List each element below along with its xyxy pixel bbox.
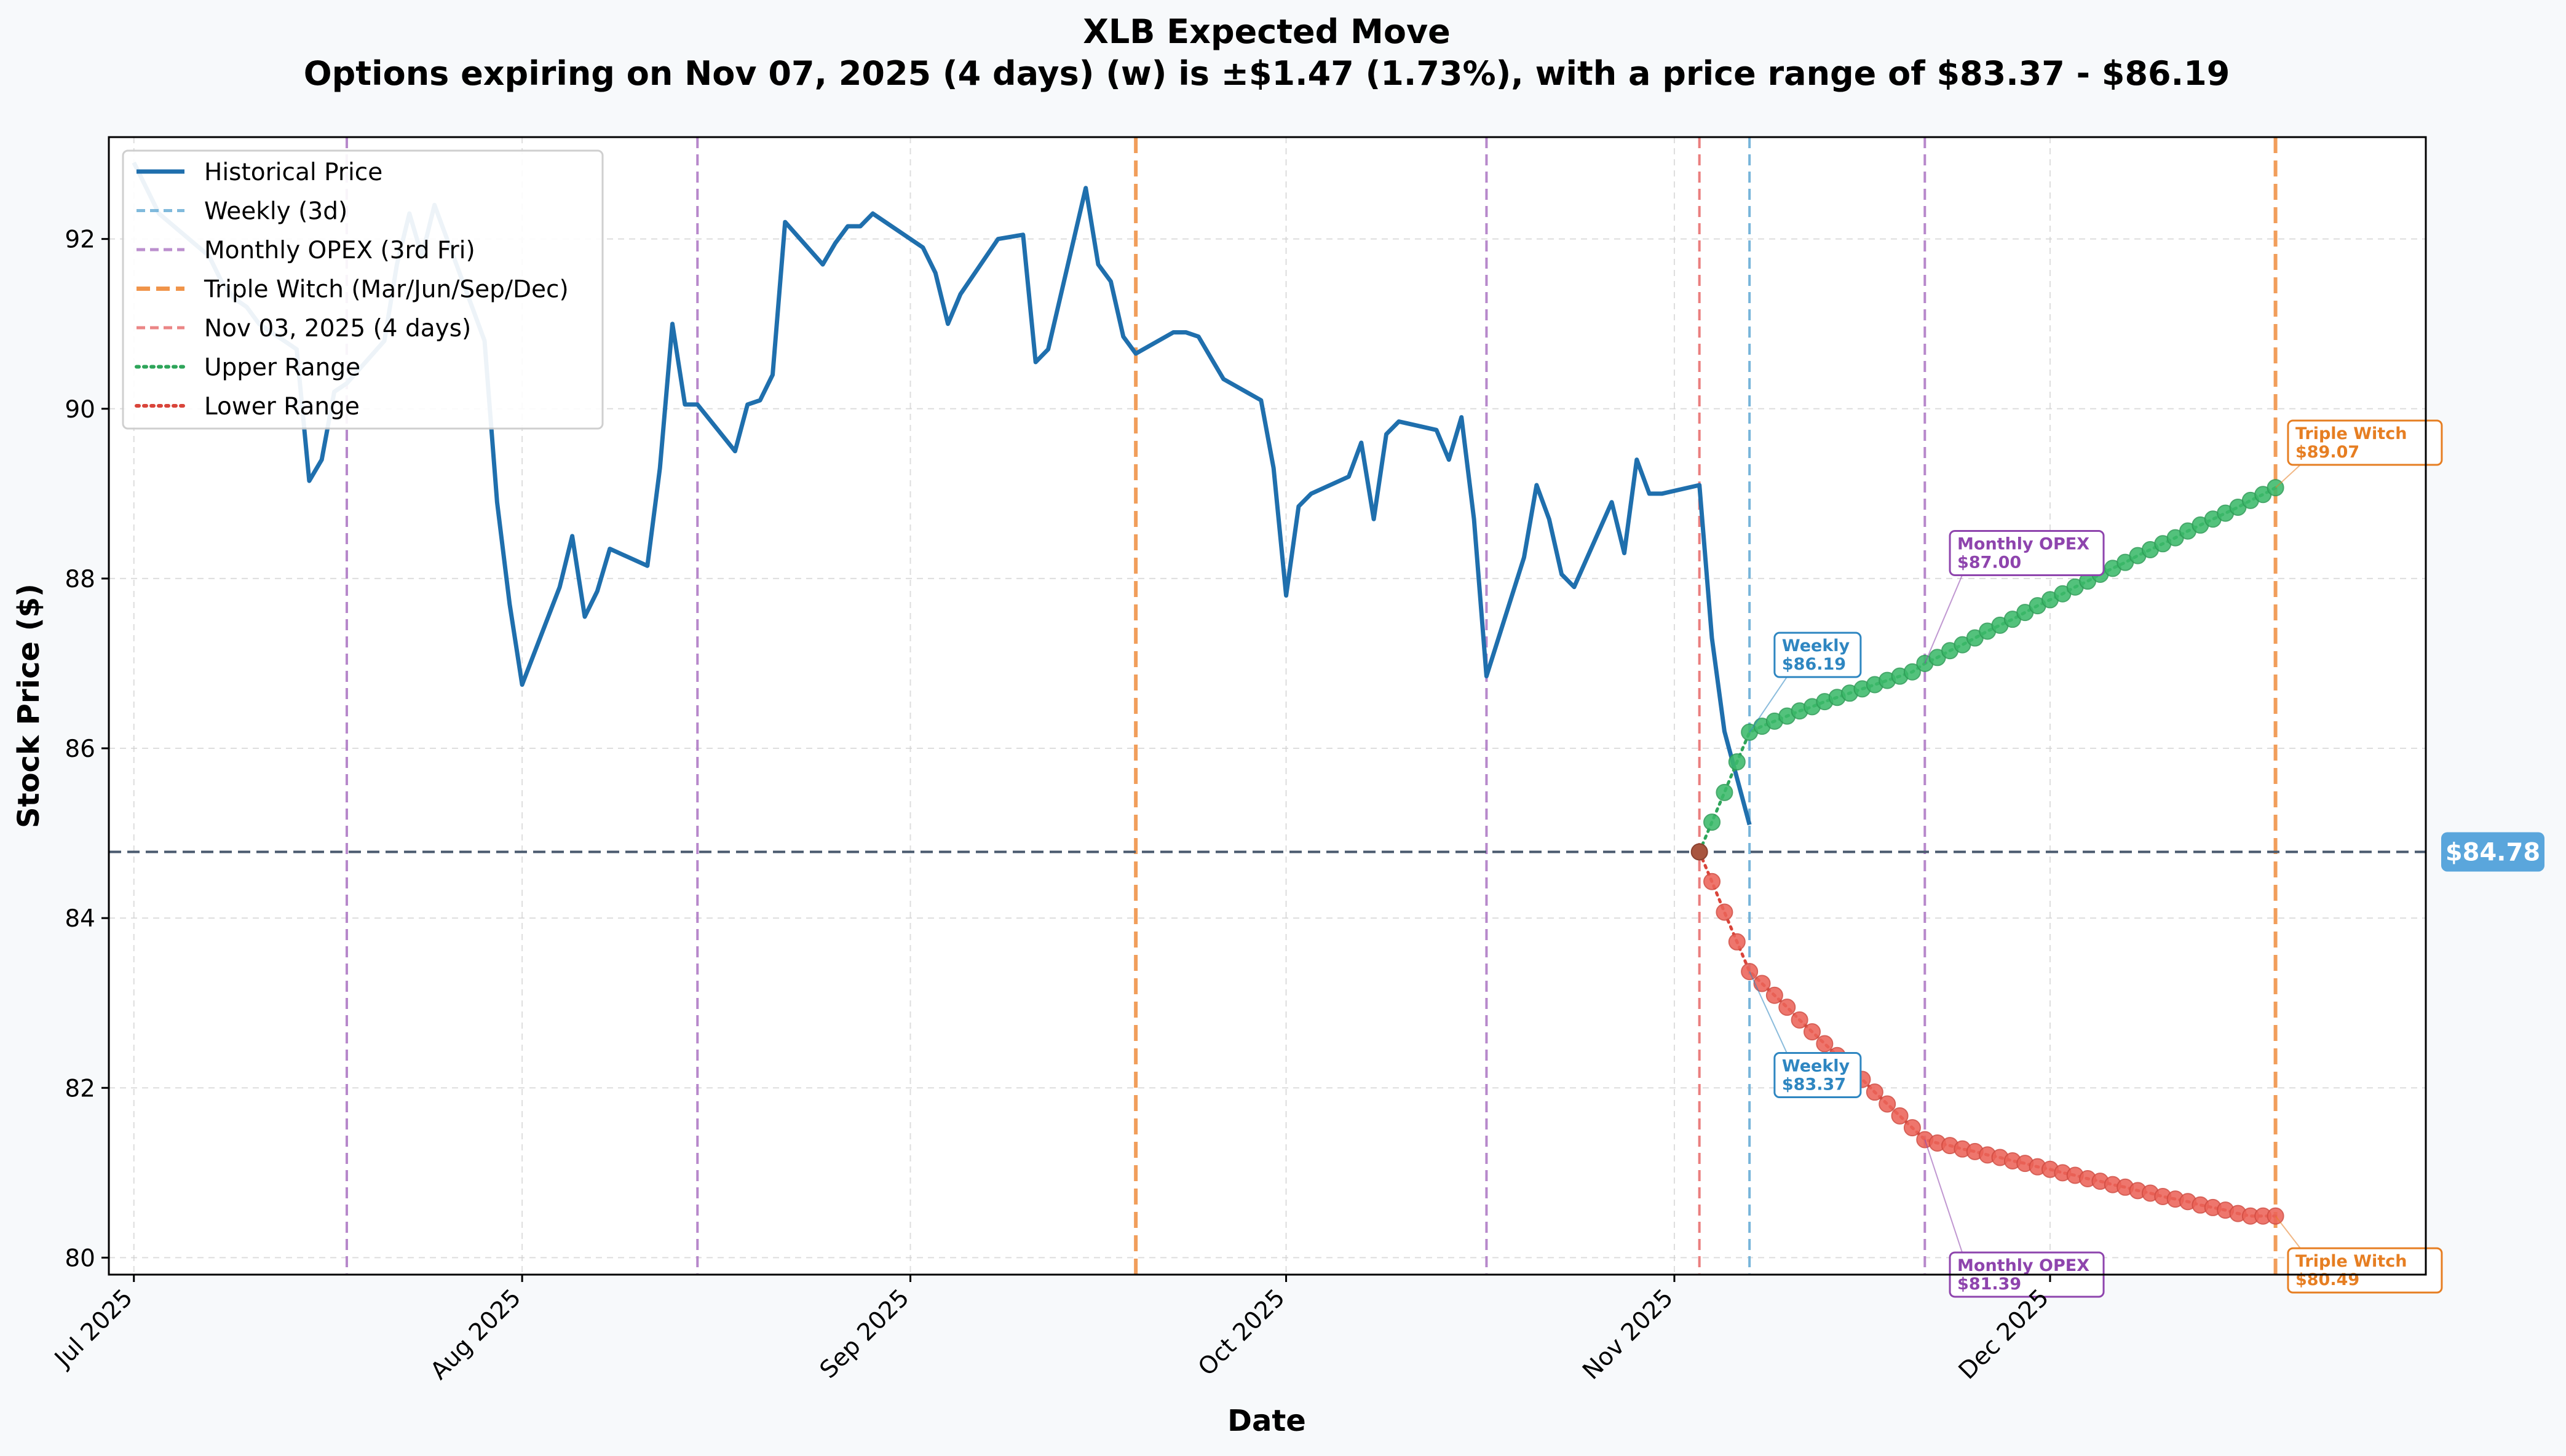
y-tick-label: 80	[65, 1244, 95, 1272]
annotation-connector	[1924, 575, 1963, 664]
annotation-box	[1949, 529, 2105, 576]
chart-title: XLB Expected Move	[1083, 12, 1451, 51]
annotation-title: Weekly	[1782, 636, 1850, 655]
annotation-connector	[1749, 971, 1788, 1053]
y-tick-label: 82	[65, 1075, 95, 1102]
lower-range-point	[1891, 1107, 1909, 1125]
y-tick-label: 88	[65, 566, 95, 593]
annotation-title: Monthly OPEX	[1957, 534, 2089, 553]
y-tick-label: 90	[65, 396, 95, 424]
lower-range-point	[1728, 933, 1746, 951]
legend-box	[122, 149, 604, 430]
legend: Historical Price Weekly (3d) Monthly OPEX …	[122, 149, 604, 430]
y-axis-label: Stock Price ($)	[12, 584, 46, 828]
annotation-title: Weekly	[1782, 1057, 1850, 1076]
annotation-title: Triple Witch	[2295, 1252, 2407, 1271]
lower-range-point	[1778, 999, 1796, 1016]
legend-label: Triple Witch (Mar/Jun/Sep/Dec)	[204, 276, 569, 304]
legend-label: Monthly OPEX (3rd Fri)	[204, 237, 475, 264]
annotation-value: $80.49	[2295, 1270, 2359, 1289]
annotation-value: $81.39	[1957, 1275, 2021, 1294]
lower-range-point	[1803, 1023, 1821, 1041]
lower-range-point	[1703, 872, 1721, 890]
current-price-badge: $84.78	[2441, 832, 2544, 872]
lower-range-point	[1753, 975, 1771, 992]
upper-range-point	[1903, 663, 1921, 681]
upper-range-point	[1703, 813, 1721, 831]
legend-label: Lower Range	[204, 393, 360, 421]
legend-label: Nov 03, 2025 (4 days)	[204, 315, 471, 342]
lower-range-point	[1816, 1035, 1834, 1053]
annotation-value: $83.37	[1782, 1075, 1846, 1094]
annotation-connector	[1749, 676, 1788, 733]
current-price-badge-label: $84.78	[2445, 838, 2540, 866]
chart-subtitle: Options expiring on Nov 07, 2025 (4 days…	[304, 54, 2230, 93]
annotation-box	[1773, 631, 1862, 678]
upper-range-point	[1728, 753, 1746, 771]
annotation-connector	[1924, 1139, 1963, 1253]
lower-range-point	[1866, 1083, 1883, 1101]
lower-range-point	[1879, 1095, 1896, 1113]
y-tick-label: 92	[65, 226, 95, 254]
annotation-connector	[2275, 464, 2301, 488]
upper-range-point	[1716, 783, 1733, 801]
annotation-value: $86.19	[1782, 655, 1846, 674]
current-price-point	[1690, 843, 1708, 861]
lower-range-point	[1903, 1119, 1921, 1137]
annotation-box	[2287, 1247, 2443, 1294]
annotation-box	[2287, 419, 2443, 466]
annotation-title: Triple Witch	[2295, 424, 2407, 443]
y-axis-ticks: 80 82 84 86 88 90 92	[65, 226, 109, 1272]
legend-label: Upper Range	[204, 354, 360, 382]
series-group	[132, 161, 2284, 1225]
lower-range-point	[1765, 986, 1783, 1004]
y-tick-label: 84	[65, 905, 95, 933]
legend-label: Weekly (3d)	[204, 198, 347, 226]
lower-range-point	[1716, 903, 1733, 921]
legend-label: Historical Price	[204, 159, 382, 186]
plot-frame	[108, 136, 2427, 1276]
current-price-badge-box	[2441, 832, 2544, 872]
annotation-title: Monthly OPEX	[1957, 1256, 2089, 1275]
annotation-value: $89.07	[2295, 443, 2359, 462]
y-tick-label: 86	[65, 735, 95, 763]
annotation-connector	[2275, 1216, 2301, 1249]
lower-range-point	[1791, 1011, 1808, 1029]
annotation-box	[1773, 1052, 1862, 1099]
annotation-value: $87.00	[1957, 553, 2021, 572]
x-axis-label: Date	[1227, 1404, 1306, 1438]
